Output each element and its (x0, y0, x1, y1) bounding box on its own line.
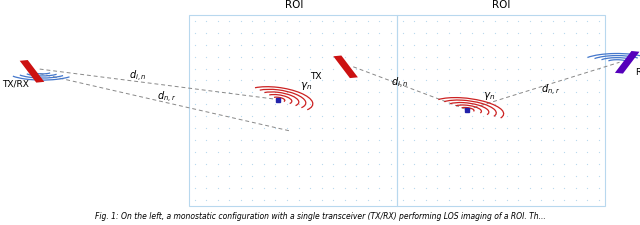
Polygon shape (333, 56, 358, 79)
Text: ROI: ROI (492, 0, 510, 10)
Polygon shape (615, 52, 639, 74)
Text: $d_{i,n}$: $d_{i,n}$ (391, 76, 409, 91)
Text: $\gamma_n$: $\gamma_n$ (300, 80, 312, 92)
Text: $\gamma_n$: $\gamma_n$ (483, 90, 495, 102)
Text: $d_{n,r}$: $d_{n,r}$ (157, 89, 176, 104)
Text: RX: RX (636, 68, 640, 76)
Polygon shape (20, 61, 44, 83)
Text: $d_{i,n}$: $d_{i,n}$ (129, 69, 147, 84)
Text: TX/RX: TX/RX (2, 79, 29, 88)
Text: Fig. 1: On the left, a monostatic configuration with a single transceiver (TX/RX: Fig. 1: On the left, a monostatic config… (95, 212, 545, 220)
Bar (189, 16, 397, 206)
Text: TX: TX (310, 72, 322, 81)
Bar (397, 16, 605, 206)
Text: ROI: ROI (285, 0, 303, 10)
Text: $d_{n,r}$: $d_{n,r}$ (541, 83, 560, 97)
